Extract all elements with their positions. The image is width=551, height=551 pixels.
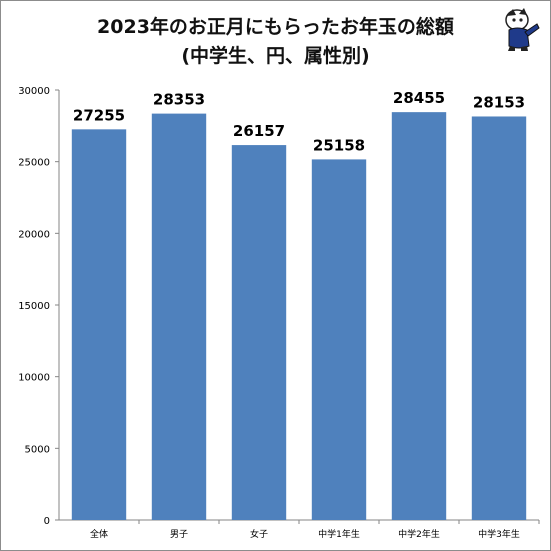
data-label: 26157 xyxy=(233,122,285,140)
y-tick-label: 25000 xyxy=(18,158,50,169)
y-tick-label: 20000 xyxy=(18,229,50,240)
y-tick-label: 30000 xyxy=(18,86,50,97)
bar xyxy=(151,113,207,521)
y-tick-label: 0 xyxy=(44,516,50,527)
x-category-label: 男子 xyxy=(170,529,188,540)
chart-subtitle: (中学生、円、属性別) xyxy=(181,45,370,67)
x-category-label: 中学2年生 xyxy=(398,528,440,540)
data-label: 28455 xyxy=(393,89,445,107)
mascot-logo xyxy=(505,8,540,51)
bar xyxy=(311,159,367,521)
data-label: 28153 xyxy=(473,93,525,111)
x-category-label: 全体 xyxy=(90,528,108,540)
bar xyxy=(231,145,287,520)
y-tick-label: 5000 xyxy=(25,444,50,455)
x-category-label: 中学1年生 xyxy=(318,528,360,540)
bar xyxy=(391,112,447,521)
chart-title: 2023年のお正月にもらったお年玉の総額 xyxy=(97,16,454,38)
y-tick-label: 15000 xyxy=(18,301,50,312)
data-label: 27255 xyxy=(73,106,125,124)
data-label: 28353 xyxy=(153,91,205,109)
bar xyxy=(471,116,527,520)
y-tick-label: 10000 xyxy=(18,373,50,384)
bar xyxy=(71,129,127,520)
x-category-label: 中学3年生 xyxy=(478,528,520,540)
x-category-label: 女子 xyxy=(250,528,268,540)
data-label: 25158 xyxy=(313,136,365,154)
